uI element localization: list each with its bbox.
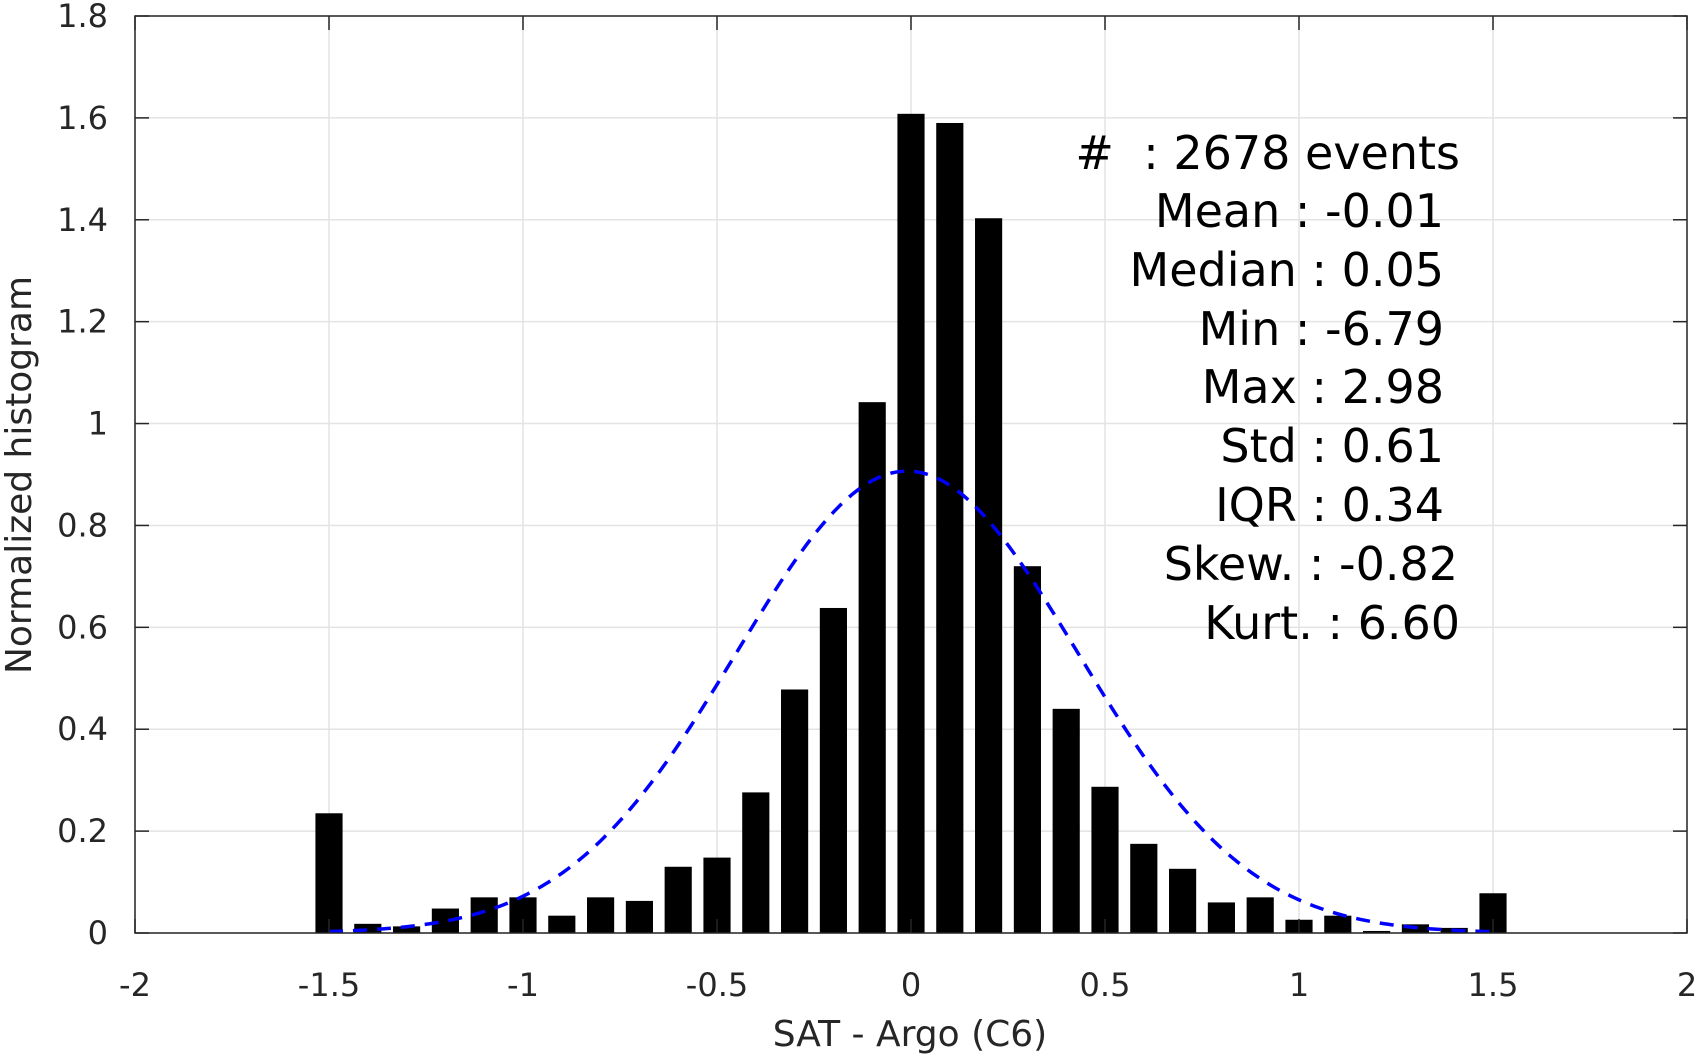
- histogram-bar: [897, 113, 925, 933]
- x-tick-label: -1: [507, 966, 539, 1004]
- histogram-bar: [1013, 566, 1041, 933]
- histogram-bar: [781, 689, 809, 933]
- y-tick-labels: 0 0.2 0.4 0.6 0.8 1 1.2 1.4 1.6 1.8: [57, 0, 108, 952]
- y-tick-label: 0: [88, 914, 108, 952]
- histogram-bar: [1130, 843, 1158, 933]
- y-tick-label: 0.4: [57, 710, 108, 748]
- y-tick-label: 1.6: [57, 99, 108, 137]
- x-tick-label: 0: [901, 966, 921, 1004]
- stat-std: Std : 0.61: [1220, 419, 1444, 473]
- histogram-bar: [742, 792, 770, 933]
- y-tick-label: 1: [88, 405, 108, 443]
- histogram-bar: [1169, 868, 1197, 933]
- histogram-bar: [354, 923, 382, 933]
- y-tick-label: 0.8: [57, 506, 108, 544]
- histogram-bars: [315, 113, 1507, 933]
- y-tick-label: 1.4: [57, 201, 108, 239]
- x-axis-label: SAT - Argo (C6): [773, 1014, 1047, 1055]
- stat-median: Median : 0.05: [1130, 243, 1444, 297]
- histogram-bar: [664, 866, 692, 933]
- stat-count: # : 2678 events: [1075, 126, 1460, 180]
- axis-ticks: [134, 15, 1688, 934]
- histogram-bar: [315, 813, 343, 933]
- stat-max: Max : 2.98: [1202, 360, 1444, 414]
- y-tick-label: 0.6: [57, 608, 108, 646]
- histogram-bar: [1246, 897, 1274, 933]
- histogram-bar: [625, 900, 653, 933]
- stats-box: # : 2678 events Mean : -0.01 Median : 0.…: [1075, 126, 1460, 650]
- x-tick-label: 2: [1677, 966, 1697, 1004]
- y-tick-label: 0.2: [57, 812, 108, 850]
- stat-kurt: Kurt. : 6.60: [1204, 596, 1460, 650]
- y-tick-label: 1.2: [57, 303, 108, 341]
- x-tick-label: -1.5: [298, 966, 360, 1004]
- histogram-bar: [1324, 915, 1352, 933]
- stat-min: Min : -6.79: [1199, 302, 1444, 356]
- histogram-bar: [819, 607, 847, 933]
- histogram-bar: [1091, 786, 1119, 933]
- stat-iqr: IQR : 0.34: [1215, 478, 1444, 532]
- x-tick-label: 1.5: [1468, 966, 1519, 1004]
- histogram-bar: [975, 218, 1003, 933]
- x-tick-label: 0.5: [1080, 966, 1131, 1004]
- x-tick-label: -0.5: [686, 966, 748, 1004]
- stat-mean: Mean : -0.01: [1155, 184, 1444, 238]
- stat-skew: Skew. : -0.82: [1164, 537, 1458, 591]
- x-tick-label: -2: [119, 966, 151, 1004]
- histogram-bar: [548, 915, 576, 933]
- normal-fit-curve: [328, 469, 1494, 934]
- y-axis-label: Normalized histogram: [0, 276, 40, 674]
- histogram-bar: [1052, 708, 1080, 933]
- histogram-bar: [587, 897, 615, 933]
- histogram-bar: [1207, 902, 1235, 933]
- y-tick-label: 1.8: [57, 0, 108, 35]
- histogram-bar: [936, 122, 964, 933]
- x-tick-label: 1: [1289, 966, 1309, 1004]
- x-tick-labels: -2 -1.5 -1 -0.5 0 0.5 1 1.5 2: [119, 966, 1697, 1004]
- histogram-bar: [858, 402, 886, 933]
- histogram-bar: [1363, 930, 1391, 933]
- histogram-bar: [393, 926, 421, 933]
